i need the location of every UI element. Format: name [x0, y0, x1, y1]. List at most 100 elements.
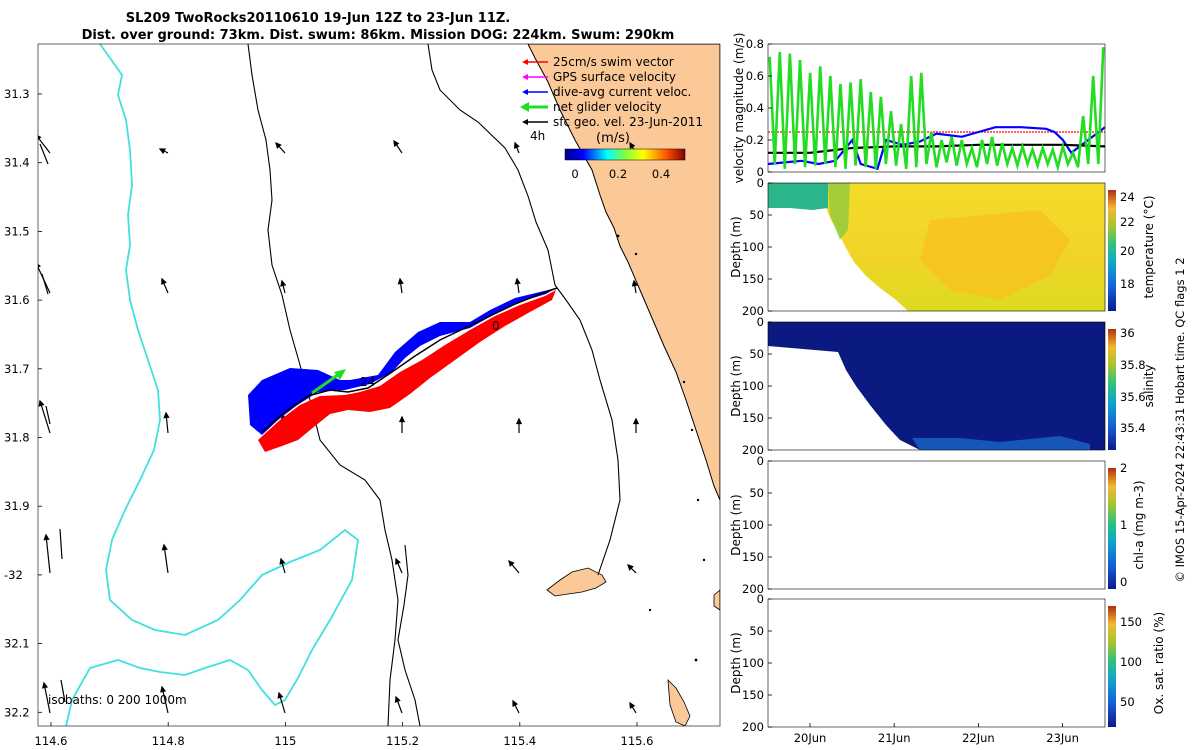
legend-units: (m/s): [596, 131, 630, 146]
geo-arrowhead: [632, 417, 640, 425]
geo-arrowhead: [280, 279, 287, 287]
temperature-colorbar: [1108, 190, 1116, 311]
lon-tick-label: 115.2: [386, 734, 419, 748]
oxygen-cblabel: Ox. sat. ratio (%): [1152, 612, 1166, 714]
geo-arrowhead: [277, 691, 284, 699]
depth-tick-label: 150: [742, 688, 764, 702]
track-label-0: 0: [492, 319, 500, 333]
velocity-ytick-label: 0.2: [746, 133, 764, 147]
oxygen-cb-tick: 100: [1120, 655, 1142, 669]
velocity-ylabel: velocity magnitude (m/s): [732, 33, 746, 184]
geo-arrowhead: [514, 277, 521, 285]
salinity-cb-tick: 35.6: [1120, 390, 1146, 404]
map-panel: 24 0 31.3 31.4 31.5 31.6 31.7 31.8 31.9 -32 32.1…: [4, 43, 721, 748]
velocity-ytick-label: 0: [757, 165, 764, 179]
depth-tick-label: 200: [742, 720, 764, 734]
track-label-24: 24: [360, 375, 375, 389]
lat-tick-label: 31.8: [4, 431, 30, 445]
temperature-cb-tick: 22: [1120, 215, 1135, 229]
geo-arrowhead: [41, 681, 49, 689]
geo-arrowhead: [629, 701, 636, 709]
geo-arrowhead: [627, 564, 634, 571]
lon-tick-label: 114.8: [152, 734, 185, 748]
geo-arrowhead: [512, 699, 519, 707]
geo-arrowhead: [275, 141, 282, 149]
geo-arrowhead: [43, 533, 50, 541]
time-tick-label: 23Jun: [1046, 731, 1079, 745]
colorbar-tick-0: 0: [571, 167, 578, 181]
swim-vectors-red: [258, 290, 556, 452]
geo-arrowhead: [398, 415, 406, 423]
chla-axes: [767, 460, 1106, 590]
isobath-200m: [427, 44, 621, 576]
depth-ylabel: Depth (m): [729, 355, 743, 416]
velocity-yticks: 0 0.2 0.4 0.6 0.8: [746, 37, 772, 179]
lat-tick-label: 31.4: [4, 156, 30, 170]
salinity-cb-tick: 36: [1120, 326, 1135, 340]
geo-arrow: [45, 405, 51, 425]
svg-text:sfc geo. vel. 23-Jun-2011: sfc geo. vel. 23-Jun-2011: [553, 115, 703, 129]
velocity-panel: 0 0.2 0.4 0.6 0.8 velocity magnitude (m/s): [732, 33, 1106, 184]
geo-arrowhead: [38, 399, 45, 407]
geo-arrow: [45, 534, 51, 574]
temperature-cb-tick: 20: [1120, 244, 1135, 258]
lat-tick-label: 31.3: [4, 87, 30, 101]
legend-hours: 4h: [530, 129, 545, 143]
oxygen-colorbar: [1108, 606, 1116, 727]
velocity-ytick-label: 0.8: [746, 37, 764, 51]
chla-cblabel: chl-a (mg m-3): [1132, 480, 1146, 569]
salinity-deep-bottom: [912, 436, 1090, 450]
track-line: [261, 287, 558, 433]
geostrophic-arrows: [38, 135, 640, 714]
lon-tick-label: 115.4: [503, 734, 536, 748]
temperature-warm-core: [920, 210, 1070, 300]
time-axis: 20Jun 21Jun 22Jun 23Jun: [794, 723, 1079, 745]
geo-arrowhead: [161, 543, 168, 551]
depth-tick-label: 100: [742, 656, 764, 670]
map-lat-ticks: 31.3 31.4 31.5 31.6 31.7 31.8 31.9 -32 32.1 32.2: [4, 87, 42, 719]
geo-arrow: [39, 143, 49, 165]
geo-arrowhead: [395, 557, 401, 565]
chla-colorbar: [1108, 468, 1116, 589]
depth-tick-label: 150: [742, 550, 764, 564]
title-line-2: Dist. over ground: 73km. Dist. swum: 86k…: [82, 28, 675, 43]
lat-tick-label: 31.5: [4, 224, 30, 238]
chla-panel: 2 1 0 chl-a (mg m-3): [767, 460, 1146, 590]
velocity-series: [768, 47, 1105, 172]
depth-tick-label: 150: [742, 411, 764, 425]
oxygen-cb-tick: 150: [1120, 615, 1142, 629]
chla-cb-tick: 0: [1120, 575, 1127, 589]
depth-tick-label: 50: [749, 624, 764, 638]
temperature-cb-tick: 24: [1120, 190, 1135, 204]
salinity-colorbar: [1108, 329, 1116, 450]
lat-tick-label: 31.9: [4, 499, 30, 513]
legend-item-current: dive-avg current veloc.: [522, 85, 691, 99]
oxygen-cb-tick: 50: [1120, 695, 1135, 709]
time-tick-label: 22Jun: [962, 731, 995, 745]
velocity-ytick-label: 0.4: [746, 101, 764, 115]
garden-island: [667, 678, 691, 726]
geo-arrowhead: [393, 139, 400, 147]
coast-specks: [616, 234, 706, 662]
cyan-contour: [65, 44, 359, 726]
isobath-0m: [397, 544, 421, 726]
map-lon-ticks: 114.6 114.8 115 115.2 115.4 115.6: [35, 722, 653, 748]
depth-tick-label: 150: [742, 272, 764, 286]
depth-tick-label: 0: [757, 592, 764, 606]
depth-tick-label: 200: [742, 304, 764, 318]
temperature-cb-tick: 18: [1120, 277, 1135, 291]
salinity-cb-tick: 35.4: [1120, 421, 1146, 435]
isobaths-label: isobaths: 0 200 1000m: [48, 693, 187, 707]
geo-arrowhead: [397, 277, 404, 285]
salinity-field: [768, 322, 1105, 450]
svg-text:dive-avg current veloc.: dive-avg current veloc.: [553, 85, 691, 99]
temperature-panel: 24 22 20 18 temperature (°C): [767, 182, 1156, 312]
oxygen-panel: 150 100 50 Ox. sat. ratio (%): [767, 598, 1166, 728]
colorbar-tick-02: 0.2: [609, 167, 627, 181]
title-line-1: SL209 TwoRocks20110610 19-Jun 12Z to 23-…: [126, 11, 511, 26]
geo-arrowhead: [394, 695, 401, 703]
geo-arrowhead: [38, 263, 41, 268]
temperature-cblabel: temperature (°C): [1142, 196, 1156, 299]
velocity-series-line: [768, 47, 1105, 172]
